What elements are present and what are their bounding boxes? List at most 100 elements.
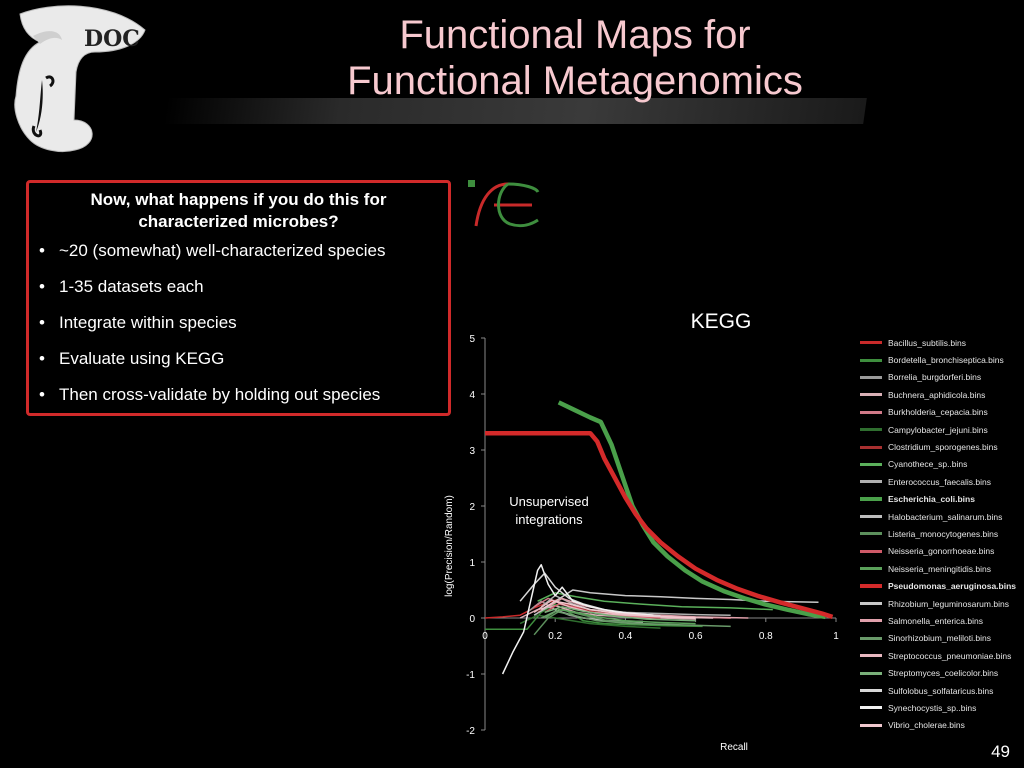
title-line-1: Functional Maps for [399,13,751,57]
legend-item: Escherichia_coli.bins [860,491,1024,508]
legend-swatch [860,515,882,519]
legend-label: Buchnera_aphidicola.bins [888,389,986,400]
legend-label: Bordetella_bronchiseptica.bins [888,355,1004,366]
y-tick-label: 2 [469,502,475,513]
series-line-cyanothece-sp-bins [537,592,773,611]
bullet-text: 1-35 datasets each [59,277,204,296]
legend-swatch [860,636,882,640]
bullet-item: • 1-35 datasets each [39,277,438,297]
bullet-dot-icon: • [39,313,45,332]
legend-swatch [860,671,882,675]
bullet-dot-icon: • [39,385,45,404]
bullet-item: • Evaluate using KEGG [39,349,438,369]
legend-item: Neisseria_meningitidis.bins [860,560,1024,577]
legend-label: Streptomyces_coelicolor.bins [888,668,999,679]
chart-series [484,400,834,675]
bullet-dot-icon: • [39,241,45,260]
legend-swatch [860,410,882,414]
legend-label: Bacillus_subtilis.bins [888,337,966,348]
legend-label: Salmonella_enterica.bins [888,615,983,626]
y-tick-label: 0 [469,614,475,625]
legend-item: Bacillus_subtilis.bins [860,334,1024,351]
legend-item: Listeria_monocytogenes.bins [860,525,1024,542]
bullet-item: • ~20 (somewhat) well-characterized speci… [39,241,438,261]
bullet-dot-icon: • [39,349,45,368]
legend-swatch [860,428,882,432]
legend-item: Burkholderia_cepacia.bins [860,404,1024,421]
legend-item: Sinorhizobium_meliloti.bins [860,630,1024,647]
legend-label: Burkholderia_cepacia.bins [888,407,988,418]
series-line-pseudomonas-aeruginosa-bins [485,430,834,620]
legend-label: Cyanothece_sp..bins [888,459,968,470]
legend-label: Enterococcus_faecalis.bins [888,476,992,487]
legend-item: Synechocystis_sp..bins [860,699,1024,716]
legend-swatch [860,445,882,449]
chart-legend: Bacillus_subtilis.bins Bordetella_bronchi… [860,334,1024,734]
legend-item: Campylobacter_jejuni.bins [860,421,1024,438]
legend-label: Borrelia_burgdorferi.bins [888,372,982,383]
legend-swatch [860,393,882,397]
chart-axes: 5 4 3 2 1 0 -1 -2 0 0.2 0.4 0.6 0.8 1 [466,334,839,737]
series-line-campylobacter-jejuni-bins [519,614,661,629]
legend-item: Halobacterium_salinarum.bins [860,508,1024,525]
question-box: Now, what happens if you do this for cha… [26,180,451,416]
y-axis-label: log(Precision/Random) [444,495,455,597]
legend-label: Neisseria_meningitidis.bins [888,563,991,574]
y-tick-label: 1 [469,558,475,569]
bullet-text: Integrate within species [59,313,237,332]
legend-swatch [860,341,882,345]
legend-label: Rhizobium_leguminosarum.bins [888,598,1009,609]
x-tick-label: 0.4 [618,631,632,642]
bullet-item: • Integrate within species [39,313,438,333]
x-tick-label: 0.2 [548,631,562,642]
x-tick-label: 0 [482,631,488,642]
bullet-text: ~20 (somewhat) well-characterized specie… [59,241,386,260]
y-tick-label: 5 [469,334,475,345]
legend-swatch [860,549,882,553]
legend-item: Enterococcus_faecalis.bins [860,473,1024,490]
legend-swatch [860,497,882,502]
legend-swatch [860,480,882,484]
legend-item: Neisseria_gonorrhoeae.bins [860,543,1024,560]
legend-item: Salmonella_enterica.bins [860,612,1024,629]
legend-swatch [860,619,882,623]
legend-item: Bordetella_bronchiseptica.bins [860,351,1024,368]
title-line-2: Functional Metagenomics [347,59,803,103]
legend-label: Pseudomonas_aeruginosa.bins [888,581,1017,592]
legend-swatch [860,358,882,362]
x-tick-label: 1 [833,631,839,642]
series-line-escherichia-coli-bins [557,400,826,620]
question-heading: Now, what happens if you do this for cha… [90,190,387,231]
x-axis-label: Recall [720,742,748,753]
legend-item: Vibrio_cholerae.bins [860,717,1024,734]
legend-swatch [860,602,882,606]
page-number: 49 [991,742,1010,761]
chart-title: KEGG [691,310,752,333]
slide-title: Functional Maps for Functional Metagenom… [240,12,910,104]
legend-label: Sulfolobus_solfataricus.bins [888,685,994,696]
series-line-vibrio-cholerae-bins [540,600,696,619]
bullet-text: Evaluate using KEGG [59,349,225,368]
legend-swatch [860,462,882,466]
legend-label: Neisseria_gonorrhoeae.bins [888,546,995,557]
legend-label: Clostridium_sporogenes.bins [888,442,998,453]
y-tick-label: -1 [466,670,475,681]
legend-item: Pseudomonas_aeruginosa.bins [860,577,1024,594]
y-tick-label: 4 [469,390,475,401]
x-tick-label: 0.6 [689,631,703,642]
bullet-list: • ~20 (somewhat) well-characterized speci… [39,241,438,405]
legend-label: Halobacterium_salinarum.bins [888,511,1003,522]
legend-swatch [860,567,882,571]
legend-label: Listeria_monocytogenes.bins [888,528,999,539]
legend-swatch [860,532,882,536]
ae-logo [466,178,542,230]
series-line-neisseria-meningitidis-bins [544,608,696,625]
legend-item: Streptomyces_coelicolor.bins [860,664,1024,681]
legend-label: Vibrio_cholerae.bins [888,720,965,731]
legend-label: Campylobacter_jejuni.bins [888,424,988,435]
legend-label: Synechocystis_sp..bins [888,702,977,713]
bullet-dot-icon: • [39,277,45,296]
legend-swatch [860,654,882,658]
legend-label: Streptococcus_pneumoniae.bins [888,650,1012,661]
